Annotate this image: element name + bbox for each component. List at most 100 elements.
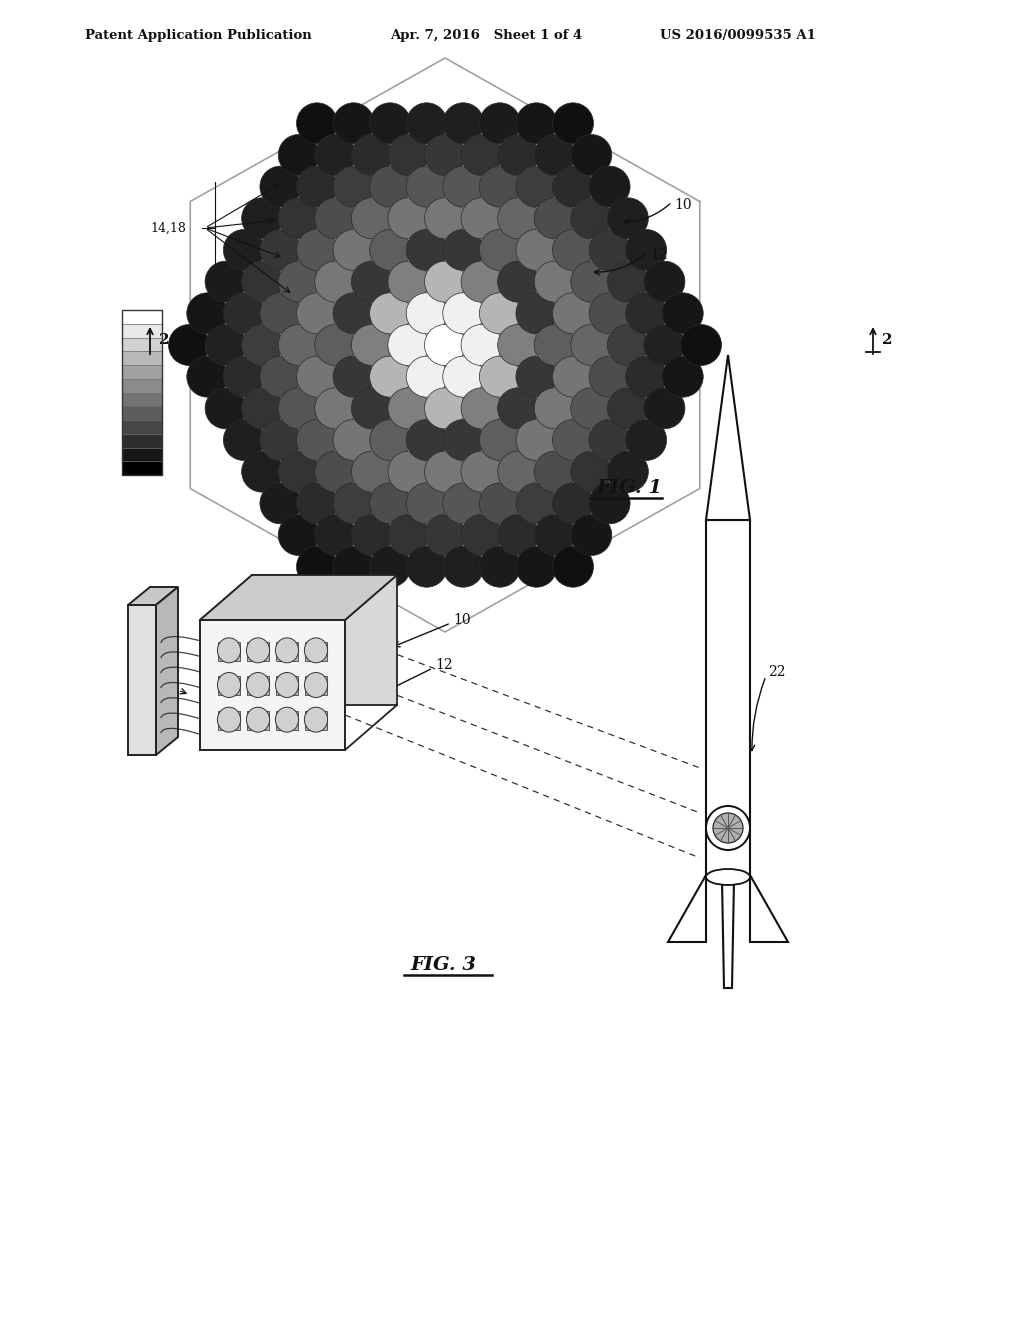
- Circle shape: [370, 356, 411, 397]
- Circle shape: [314, 325, 355, 366]
- Circle shape: [333, 103, 374, 144]
- Circle shape: [442, 420, 483, 461]
- Bar: [305, 676, 327, 696]
- Circle shape: [626, 230, 667, 271]
- Bar: [276, 711, 298, 730]
- Circle shape: [442, 356, 483, 397]
- Circle shape: [333, 356, 374, 397]
- Bar: [122, 447, 162, 461]
- Bar: [305, 711, 327, 730]
- Circle shape: [442, 546, 483, 587]
- Circle shape: [607, 451, 648, 492]
- Circle shape: [388, 451, 429, 492]
- Circle shape: [553, 103, 594, 144]
- Ellipse shape: [247, 672, 269, 697]
- Bar: [200, 620, 345, 750]
- Circle shape: [589, 293, 630, 334]
- Polygon shape: [156, 587, 178, 755]
- Circle shape: [314, 515, 355, 556]
- Circle shape: [570, 451, 611, 492]
- Text: 12: 12: [435, 657, 453, 672]
- Bar: [247, 711, 269, 730]
- Circle shape: [461, 388, 502, 429]
- Circle shape: [479, 483, 520, 524]
- Polygon shape: [252, 576, 397, 705]
- Circle shape: [242, 325, 283, 366]
- Polygon shape: [668, 875, 706, 942]
- Circle shape: [570, 198, 611, 239]
- Bar: [218, 642, 240, 661]
- Circle shape: [553, 356, 594, 397]
- Circle shape: [279, 325, 319, 366]
- Circle shape: [370, 230, 411, 271]
- Circle shape: [370, 546, 411, 587]
- Bar: [128, 605, 156, 755]
- Ellipse shape: [247, 638, 269, 663]
- Circle shape: [498, 515, 539, 556]
- Circle shape: [626, 356, 667, 397]
- Circle shape: [279, 135, 319, 176]
- Text: 12: 12: [650, 248, 668, 261]
- Circle shape: [553, 546, 594, 587]
- Circle shape: [570, 261, 611, 302]
- Ellipse shape: [217, 708, 241, 733]
- Circle shape: [498, 451, 539, 492]
- Circle shape: [663, 293, 703, 334]
- Circle shape: [169, 325, 210, 366]
- Circle shape: [223, 420, 264, 461]
- Circle shape: [314, 198, 355, 239]
- Circle shape: [570, 135, 611, 176]
- Circle shape: [279, 388, 319, 429]
- Circle shape: [442, 103, 483, 144]
- Circle shape: [570, 325, 611, 366]
- Text: FIG. 1: FIG. 1: [596, 479, 662, 498]
- Circle shape: [260, 166, 301, 207]
- Circle shape: [570, 515, 611, 556]
- Circle shape: [607, 388, 648, 429]
- Circle shape: [425, 198, 466, 239]
- Circle shape: [535, 261, 575, 302]
- Circle shape: [242, 388, 283, 429]
- Circle shape: [333, 293, 374, 334]
- Polygon shape: [722, 880, 734, 987]
- Circle shape: [351, 451, 392, 492]
- Ellipse shape: [247, 708, 269, 733]
- Circle shape: [279, 451, 319, 492]
- Circle shape: [516, 420, 557, 461]
- Text: Apr. 7, 2016   Sheet 1 of 4: Apr. 7, 2016 Sheet 1 of 4: [390, 29, 583, 41]
- Circle shape: [442, 166, 483, 207]
- Circle shape: [535, 135, 575, 176]
- Ellipse shape: [304, 672, 328, 697]
- Circle shape: [279, 515, 319, 556]
- Circle shape: [516, 103, 557, 144]
- Ellipse shape: [275, 672, 299, 697]
- Text: 22: 22: [768, 665, 785, 678]
- Polygon shape: [706, 355, 750, 520]
- Circle shape: [442, 293, 483, 334]
- Circle shape: [553, 230, 594, 271]
- Circle shape: [535, 515, 575, 556]
- Circle shape: [607, 261, 648, 302]
- Circle shape: [260, 230, 301, 271]
- Circle shape: [516, 293, 557, 334]
- Circle shape: [713, 813, 743, 843]
- Circle shape: [370, 483, 411, 524]
- Circle shape: [535, 388, 575, 429]
- Circle shape: [407, 230, 447, 271]
- Circle shape: [516, 356, 557, 397]
- Polygon shape: [200, 576, 397, 620]
- Circle shape: [260, 293, 301, 334]
- Circle shape: [442, 230, 483, 271]
- Circle shape: [626, 293, 667, 334]
- Bar: [247, 642, 269, 661]
- Bar: [706, 520, 750, 880]
- Circle shape: [479, 356, 520, 397]
- Circle shape: [589, 356, 630, 397]
- Circle shape: [626, 420, 667, 461]
- Circle shape: [681, 325, 722, 366]
- Circle shape: [589, 166, 630, 207]
- Bar: [122, 310, 162, 475]
- Circle shape: [479, 293, 520, 334]
- Circle shape: [663, 356, 703, 397]
- Text: FIG. 3: FIG. 3: [410, 956, 476, 974]
